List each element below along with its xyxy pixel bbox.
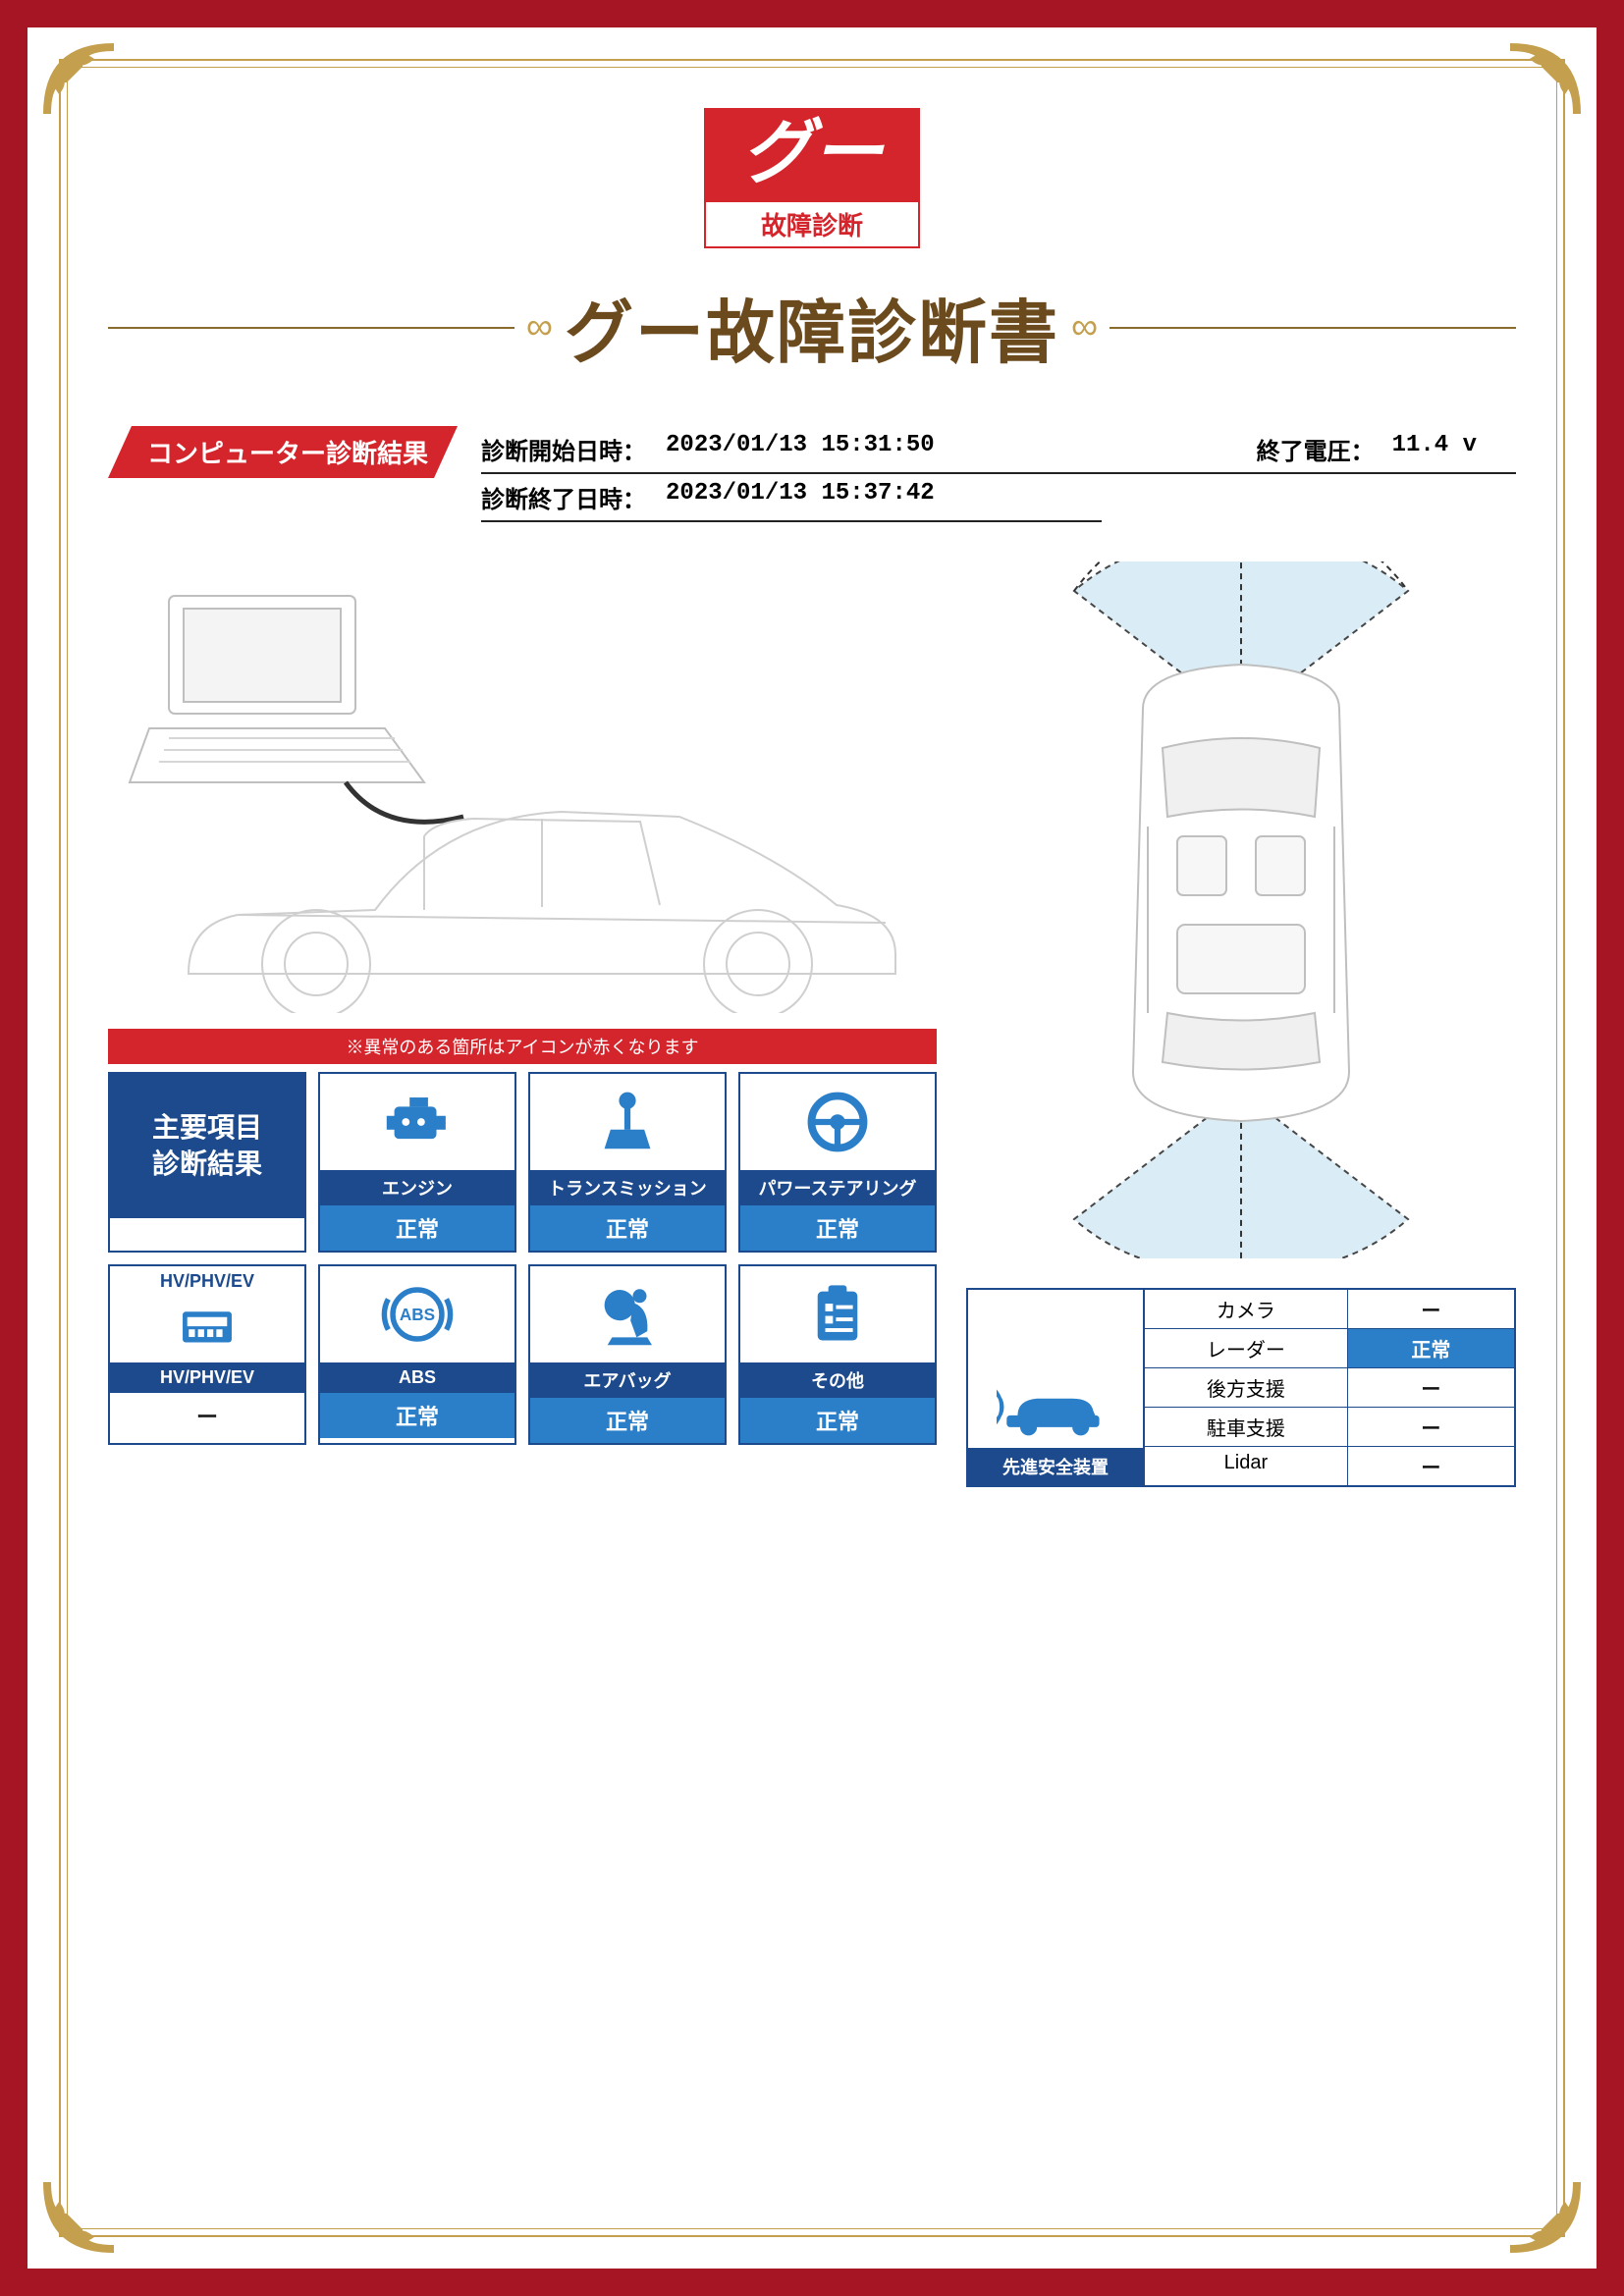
svg-text:ABS: ABS <box>400 1305 435 1324</box>
safety-rows: カメラーレーダー正常後方支援ー駐車支援ーLidarー <box>1145 1290 1514 1485</box>
diag-status: 正常 <box>320 1393 514 1438</box>
safety-row-value: ー <box>1348 1447 1514 1485</box>
title-row: ∞ グー故障診断書 ∞ <box>108 278 1516 377</box>
start-label: 診断開始日時： <box>481 432 646 466</box>
safety-equipment-table: 先進安全装置 カメラーレーダー正常後方支援ー駐車支援ーLidarー <box>966 1288 1516 1487</box>
main-header-l2: 診断結果 <box>152 1147 262 1182</box>
diag-name: ABS <box>320 1362 514 1393</box>
diag-status: 正常 <box>530 1398 725 1443</box>
title-rule-right <box>1110 327 1516 329</box>
car-side-diagram <box>108 561 937 1013</box>
diag-card-hv: HV/PHV/EV HV/PHV/EV ー <box>108 1264 306 1445</box>
brand-logo: グー 故障診断 <box>704 108 920 248</box>
diag-status: 正常 <box>740 1398 935 1443</box>
corner-ornament-icon <box>39 39 118 118</box>
diag-name: エアバッグ <box>530 1362 725 1398</box>
voltage-label: 終了電圧： <box>1257 432 1375 466</box>
safety-row-value: 正常 <box>1348 1329 1514 1367</box>
engine-icon <box>379 1084 456 1160</box>
safety-table-header: 先進安全装置 <box>968 1290 1145 1485</box>
diagnosis-header: コンピューター診断結果 診断開始日時： 2023/01/13 15:31:50 … <box>108 426 1516 522</box>
clipboard-icon <box>799 1276 876 1353</box>
hv-battery-icon <box>169 1285 245 1362</box>
corner-ornament-icon <box>39 2178 118 2257</box>
diag-name: HV/PHV/EV <box>110 1362 304 1393</box>
diag-card-engine: エンジン 正常 <box>318 1072 516 1253</box>
diag-card-other: その他 正常 <box>738 1264 937 1445</box>
flourish-icon: ∞ <box>1071 306 1098 348</box>
hv-top-label: HV/PHV/EV <box>160 1271 254 1292</box>
safety-row: レーダー正常 <box>1145 1329 1514 1368</box>
end-value: 2023/01/13 15:37:42 <box>666 480 935 514</box>
safety-row: Lidarー <box>1145 1447 1514 1485</box>
title-rule-left <box>108 327 514 329</box>
safety-row-value: ー <box>1348 1290 1514 1328</box>
voltage-value: 11.4 v <box>1392 432 1477 466</box>
safety-row-label: Lidar <box>1145 1447 1348 1485</box>
diag-card-airbag: エアバッグ 正常 <box>528 1264 727 1445</box>
safety-row-label: 駐車支援 <box>1145 1408 1348 1446</box>
diag-name: パワーステアリング <box>740 1170 935 1205</box>
main-items-header-card: 主要項目 診断結果 <box>108 1072 306 1253</box>
diagnosis-icon-grid: 主要項目 診断結果 エンジン 正常 トランスミッション 正常 パワーステアリング <box>108 1072 937 1445</box>
section-banner: コンピューター診断結果 <box>108 426 458 478</box>
safety-row-value: ー <box>1348 1408 1514 1446</box>
info-line-start: 診断開始日時： 2023/01/13 15:31:50 終了電圧： 11.4 v <box>481 426 1516 474</box>
logo-sublabel: 故障診断 <box>706 202 918 246</box>
corner-ornament-icon <box>1506 39 1585 118</box>
main-header-l1: 主要項目 <box>152 1110 262 1146</box>
diag-card-abs: ABS ABS 正常 <box>318 1264 516 1445</box>
info-lines: 診断開始日時： 2023/01/13 15:31:50 終了電圧： 11.4 v… <box>481 426 1516 522</box>
diag-card-steering: パワーステアリング 正常 <box>738 1072 937 1253</box>
diag-status: 正常 <box>530 1205 725 1251</box>
safety-row-value: ー <box>1348 1368 1514 1407</box>
airbag-icon <box>589 1276 666 1353</box>
warning-strip: ※異常のある箇所はアイコンが赤くなります <box>108 1029 937 1064</box>
car-radar-icon <box>997 1363 1114 1442</box>
page-title: グー故障診断書 <box>565 278 1059 377</box>
end-label: 診断終了日時： <box>481 480 646 514</box>
diag-status: ー <box>110 1393 304 1438</box>
safety-row-label: レーダー <box>1145 1329 1348 1367</box>
info-line-end: 診断終了日時： 2023/01/13 15:37:42 <box>481 474 1102 522</box>
safety-header-label: 先進安全装置 <box>968 1448 1143 1485</box>
diag-name: その他 <box>740 1362 935 1398</box>
diag-status: 正常 <box>740 1205 935 1251</box>
safety-row-label: カメラ <box>1145 1290 1348 1328</box>
car-top-sensor-diagram <box>966 561 1516 1258</box>
voltage: 終了電圧： 11.4 v <box>1257 432 1516 466</box>
flourish-icon: ∞ <box>526 306 553 348</box>
abs-icon: ABS <box>379 1276 456 1353</box>
safety-row: 後方支援ー <box>1145 1368 1514 1408</box>
diag-name: トランスミッション <box>530 1170 725 1205</box>
safety-row: 駐車支援ー <box>1145 1408 1514 1447</box>
safety-row-label: 後方支援 <box>1145 1368 1348 1407</box>
transmission-icon <box>589 1084 666 1160</box>
logo-text: グー <box>706 110 918 202</box>
corner-ornament-icon <box>1506 2178 1585 2257</box>
safety-row: カメラー <box>1145 1290 1514 1329</box>
start-value: 2023/01/13 15:31:50 <box>666 432 935 466</box>
diag-name: エンジン <box>320 1170 514 1205</box>
diag-card-transmission: トランスミッション 正常 <box>528 1072 727 1253</box>
steering-icon <box>799 1084 876 1160</box>
diag-status: 正常 <box>320 1205 514 1251</box>
